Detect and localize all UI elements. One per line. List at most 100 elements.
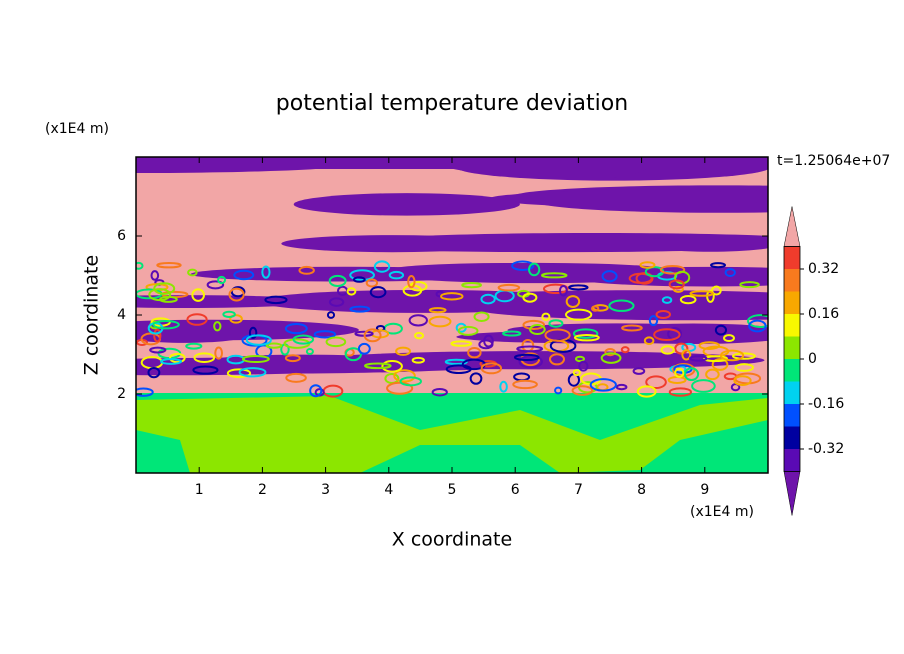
field-blob bbox=[226, 368, 252, 379]
field-blob bbox=[285, 372, 307, 383]
field-blob bbox=[148, 288, 172, 302]
field-blob bbox=[600, 352, 622, 364]
field-blob bbox=[349, 269, 375, 281]
field-blob bbox=[150, 270, 160, 281]
field-blob bbox=[672, 285, 684, 293]
field-blob bbox=[357, 342, 371, 355]
field-band bbox=[281, 235, 504, 253]
field-blob bbox=[402, 284, 423, 297]
field-blob bbox=[399, 376, 422, 387]
field-blob bbox=[245, 334, 272, 346]
field-blob bbox=[440, 292, 464, 301]
field-blob bbox=[705, 368, 720, 381]
contour-field bbox=[136, 157, 768, 473]
field-blob bbox=[739, 281, 760, 289]
field-blob bbox=[719, 349, 745, 362]
field-band bbox=[383, 262, 631, 280]
field-blob bbox=[734, 363, 754, 372]
field-blob bbox=[703, 355, 728, 362]
field-blob bbox=[192, 365, 219, 375]
x-tick-label: 4 bbox=[384, 482, 393, 498]
field-blob bbox=[655, 309, 672, 319]
field-blob bbox=[691, 379, 716, 393]
x-tick-label: 6 bbox=[511, 482, 520, 498]
field-band bbox=[545, 187, 768, 206]
field-blob bbox=[265, 342, 283, 349]
field-blob bbox=[344, 347, 362, 362]
field-blob bbox=[541, 312, 551, 321]
colorbar-cell bbox=[784, 314, 800, 337]
colorbar-triangle bbox=[783, 471, 801, 516]
field-blob bbox=[352, 276, 366, 283]
field-blob bbox=[483, 334, 494, 348]
colorbar-tick-label: -0.16 bbox=[808, 396, 844, 412]
field-blob bbox=[661, 296, 673, 304]
field-blob bbox=[326, 311, 336, 319]
field-blob bbox=[217, 275, 227, 285]
field-blob bbox=[233, 269, 255, 281]
field-blob bbox=[548, 319, 564, 328]
x-tick-label: 7 bbox=[574, 482, 583, 498]
colorbar-cell bbox=[784, 381, 800, 404]
field-blob bbox=[710, 262, 726, 269]
y-axis-label: Z coordinate bbox=[81, 255, 103, 375]
field-blob bbox=[747, 314, 768, 328]
field-blob bbox=[469, 372, 483, 385]
field-blob bbox=[643, 336, 655, 346]
field-blob bbox=[674, 342, 689, 355]
field-blob bbox=[153, 328, 162, 343]
field-blob bbox=[284, 323, 308, 335]
field-blob bbox=[639, 261, 656, 269]
field-blob bbox=[689, 355, 708, 362]
field-blob bbox=[731, 352, 757, 360]
field-blob bbox=[591, 305, 600, 312]
field-blob bbox=[518, 355, 543, 369]
field-blob bbox=[444, 358, 468, 366]
field-blob bbox=[565, 295, 581, 308]
field-blob bbox=[748, 319, 767, 333]
field-blob bbox=[264, 295, 288, 305]
field-blob bbox=[450, 340, 473, 347]
field-blob bbox=[572, 369, 582, 377]
field-blob bbox=[431, 387, 448, 397]
field-blob bbox=[136, 387, 154, 397]
field-band bbox=[293, 193, 520, 216]
field-blob bbox=[668, 279, 685, 290]
field-blob bbox=[191, 288, 205, 302]
field-blob bbox=[516, 345, 544, 353]
field-blob bbox=[411, 356, 425, 364]
field-blob bbox=[674, 270, 691, 285]
colorbar-triangle bbox=[783, 206, 801, 247]
y-tick-label: 4 bbox=[117, 307, 126, 323]
field-blob bbox=[660, 345, 675, 355]
field-blob bbox=[724, 268, 736, 278]
field-blob bbox=[529, 324, 546, 336]
field-blob bbox=[528, 262, 541, 277]
field-blob bbox=[698, 341, 721, 350]
field-blob bbox=[428, 315, 452, 328]
field-blob bbox=[364, 362, 392, 370]
field-blob bbox=[305, 348, 314, 355]
field-blob bbox=[393, 369, 416, 383]
time-label: t=1.25064e+07 bbox=[777, 153, 890, 169]
field-blob bbox=[574, 355, 585, 363]
x-unit: (x1E4 m) bbox=[690, 504, 754, 520]
field-blob bbox=[632, 367, 646, 375]
field-blob bbox=[467, 346, 482, 359]
field-blob bbox=[457, 325, 479, 336]
y-tick-label: 6 bbox=[117, 228, 126, 244]
field-blob bbox=[369, 286, 387, 299]
field-blob bbox=[502, 330, 522, 337]
field-blob bbox=[653, 328, 681, 342]
field-blob bbox=[187, 268, 198, 277]
field-blob bbox=[169, 352, 186, 364]
y-unit: (x1E4 m) bbox=[45, 121, 109, 137]
field-blob bbox=[373, 260, 391, 273]
field-blob bbox=[156, 262, 182, 269]
field-blob bbox=[153, 282, 176, 295]
x-tick-label: 8 bbox=[637, 482, 646, 498]
field-blob bbox=[564, 308, 593, 321]
field-blob bbox=[461, 282, 482, 289]
field-blob bbox=[554, 386, 563, 395]
field-blob bbox=[621, 324, 643, 332]
